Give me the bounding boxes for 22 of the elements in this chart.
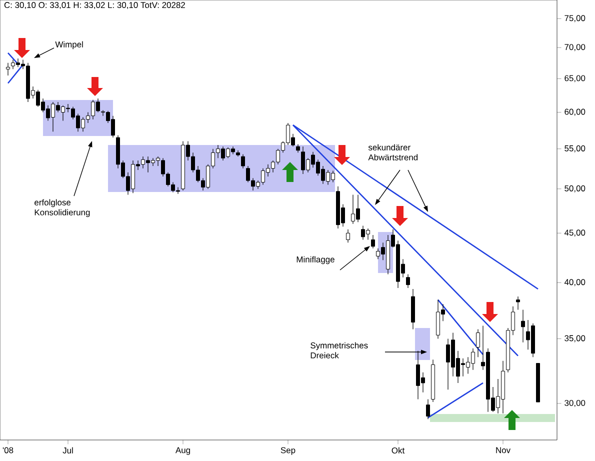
chart-title: C: 30,10 O: 33,01 H: 33,02 L: 30,10 TotV: 20282 xyxy=(4,2,185,10)
annotation: Wimpel xyxy=(55,41,83,50)
x-tick-label: Okt xyxy=(392,447,405,454)
y-tick-label: 30,00 xyxy=(564,400,586,407)
x-tick-label: Nov xyxy=(496,447,510,454)
x-tick-label: Sep xyxy=(280,447,296,455)
x-tick-label: '08 xyxy=(2,447,14,454)
annotation: sekundärer Abwärtstrend xyxy=(368,144,418,160)
y-tick-label: 40,00 xyxy=(564,279,586,286)
annotation: Symmetrisches Dreieck xyxy=(310,342,368,358)
y-tick-label: 75,00 xyxy=(564,15,586,22)
annotation: erfolglose Konsolidierung xyxy=(34,199,90,218)
x-tick-label: Jul xyxy=(62,447,73,454)
y-tick-label: 60,00 xyxy=(564,108,586,116)
y-tick-label: 35,00 xyxy=(564,335,586,342)
y-tick-label: 45,00 xyxy=(564,230,586,237)
annotation: Miniflagge xyxy=(296,256,334,264)
y-tick-label: 50,00 xyxy=(564,185,586,192)
y-tick-label: 70,00 xyxy=(564,44,586,52)
x-tick-label: Aug xyxy=(175,447,190,455)
y-tick-label: 65,00 xyxy=(564,75,586,82)
y-tick-label: 55,00 xyxy=(564,145,586,152)
